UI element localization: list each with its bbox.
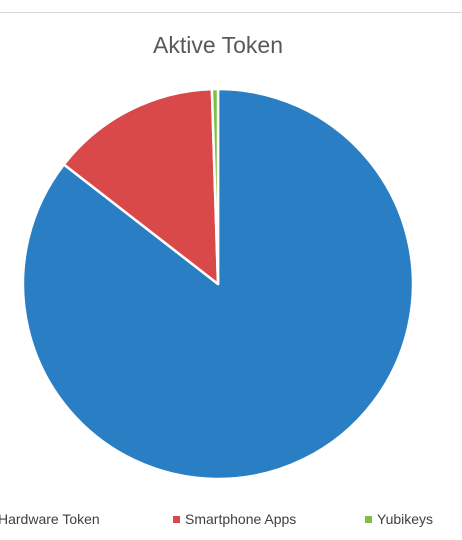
- chart-legend: Hardware Token Smartphone Apps Yubikeys: [0, 511, 462, 531]
- legend-swatch-smartphone-apps: [173, 515, 180, 523]
- pie-chart: [21, 87, 415, 481]
- chart-title: Aktive Token: [153, 32, 283, 58]
- pie-slice-yubikeys: [210, 87, 220, 286]
- legend-label-yubikeys: Yubikeys: [377, 511, 434, 527]
- legend-item-smartphone-apps: Smartphone Apps: [173, 511, 296, 527]
- legend-item-yubikeys: Yubikeys: [365, 511, 433, 527]
- top-divider: [0, 12, 462, 13]
- legend-label-smartphone-apps: Smartphone Apps: [185, 511, 297, 527]
- legend-item-hardware-token: Hardware Token: [0, 511, 100, 527]
- pie-slice-smartphone-apps: [62, 87, 220, 286]
- legend-label-hardware-token: Hardware Token: [0, 511, 100, 527]
- legend-swatch-yubikeys: [365, 515, 372, 523]
